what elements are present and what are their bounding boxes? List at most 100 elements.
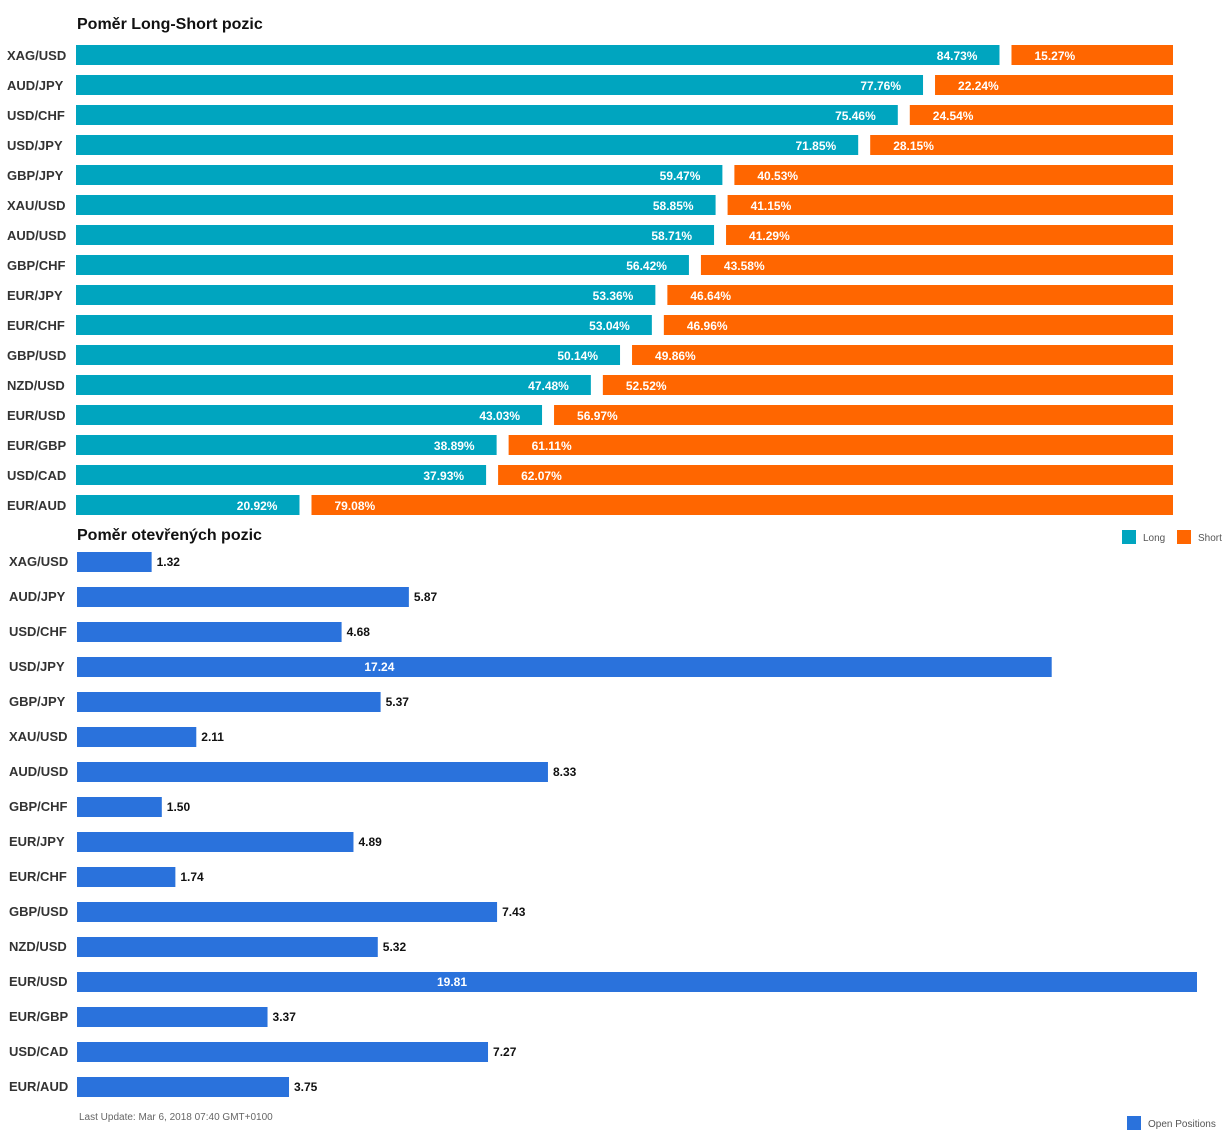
short-value-label: 79.08% [334, 499, 375, 513]
ls-category-label: USD/CHF [7, 108, 65, 123]
legend-long-swatch [1122, 530, 1136, 544]
open-value-label: 8.33 [553, 765, 577, 779]
legend-open-swatch [1127, 1116, 1141, 1130]
ls-category-label: USD/JPY [7, 138, 63, 153]
short-bar [909, 105, 1173, 125]
open-value-label: 7.27 [493, 1045, 517, 1059]
long-value-label: 77.76% [860, 79, 901, 93]
long-value-label: 56.42% [626, 259, 667, 273]
open-positions-bar [77, 587, 409, 607]
op-category-label: USD/CHF [9, 624, 67, 639]
long-value-label: 37.93% [423, 469, 464, 483]
ls-category-label: EUR/JPY [7, 288, 63, 303]
last-update-text: Last Update: Mar 6, 2018 07:40 GMT+0100 [79, 1112, 273, 1123]
long-bar [76, 135, 859, 155]
open-positions-bar [77, 832, 354, 852]
short-value-label: 22.24% [958, 79, 999, 93]
chart2-title: Poměr otevřených pozic [77, 527, 262, 544]
long-value-label: 53.04% [589, 319, 630, 333]
short-bar [734, 165, 1173, 185]
open-positions-bar [77, 937, 378, 957]
long-bar [76, 195, 716, 215]
open-positions-bar [77, 727, 197, 747]
open-value-label: 1.50 [167, 800, 191, 814]
open-positions-bar [77, 972, 1197, 992]
open-positions-bar [77, 1042, 489, 1062]
short-bar [726, 225, 1173, 245]
short-value-label: 15.27% [1034, 49, 1075, 63]
long-bar [76, 105, 898, 125]
ls-category-label: EUR/AUD [7, 498, 66, 513]
op-category-label: NZD/USD [9, 939, 67, 954]
open-positions-bar [77, 657, 1052, 677]
open-value-label: 5.87 [414, 590, 438, 604]
long-bar [76, 345, 621, 365]
op-category-label: XAG/USD [9, 554, 68, 569]
open-value-label: 1.32 [157, 555, 181, 569]
open-positions-bar [77, 622, 342, 642]
short-value-label: 24.54% [933, 109, 974, 123]
short-bar [727, 195, 1173, 215]
open-value-label: 4.89 [358, 835, 382, 849]
ls-category-label: USD/CAD [7, 468, 66, 483]
long-value-label: 58.85% [653, 199, 694, 213]
open-value-label: 1.74 [180, 870, 204, 884]
long-value-label: 59.47% [660, 169, 701, 183]
ls-category-label: GBP/USD [7, 348, 66, 363]
op-category-label: GBP/JPY [9, 694, 66, 709]
open-positions-bar [77, 692, 381, 712]
op-category-label: GBP/CHF [9, 799, 68, 814]
open-value-label: 2.11 [201, 730, 224, 744]
long-bar [76, 465, 487, 485]
long-value-label: 38.89% [434, 439, 475, 453]
short-bar [663, 315, 1173, 335]
open-value-label: 5.32 [383, 940, 407, 954]
open-positions-bar [77, 762, 548, 782]
op-category-label: AUD/USD [9, 764, 68, 779]
long-bar [76, 165, 723, 185]
op-category-label: EUR/JPY [9, 834, 65, 849]
op-category-label: EUR/AUD [9, 1079, 68, 1094]
legend-long-label: Long [1143, 533, 1165, 544]
op-category-label: EUR/GBP [9, 1009, 69, 1024]
long-short-chart: XAG/USD 84.73% 15.27% AUD/JPY 77.76% 22.24% US… [7, 45, 1173, 515]
short-value-label: 41.29% [749, 229, 790, 243]
op-category-label: AUD/JPY [9, 589, 66, 604]
ls-category-label: NZD/USD [7, 378, 65, 393]
op-category-label: USD/CAD [9, 1044, 68, 1059]
long-bar [76, 225, 715, 245]
op-category-label: USD/JPY [9, 659, 65, 674]
short-value-label: 49.86% [655, 349, 696, 363]
long-bar [76, 405, 543, 425]
short-bar [667, 285, 1173, 305]
long-value-label: 75.46% [835, 109, 876, 123]
long-bar [76, 495, 300, 515]
open-value-label: 3.37 [273, 1010, 297, 1024]
short-value-label: 61.11% [532, 439, 572, 453]
short-bar [554, 405, 1173, 425]
ls-category-label: XAG/USD [7, 48, 66, 63]
open-value-label: 4.68 [347, 625, 371, 639]
open-positions-bar [77, 552, 152, 572]
long-value-label: 71.85% [795, 139, 836, 153]
open-positions-bar [77, 902, 498, 922]
short-bar [1011, 45, 1173, 65]
short-value-label: 46.96% [687, 319, 728, 333]
ls-category-label: GBP/JPY [7, 168, 64, 183]
op-category-label: XAU/USD [9, 729, 68, 744]
long-bar [76, 255, 689, 275]
short-value-label: 43.58% [724, 259, 765, 273]
open-positions-bar [77, 1007, 268, 1027]
long-value-label: 58.71% [651, 229, 692, 243]
chart2-legend: Open Positions [1127, 1116, 1216, 1130]
short-bar [870, 135, 1173, 155]
legend-short-swatch [1177, 530, 1191, 544]
short-bar [508, 435, 1173, 455]
short-value-label: 52.52% [626, 379, 667, 393]
chart1-legend: Long Short [1122, 530, 1222, 544]
long-value-label: 47.48% [528, 379, 569, 393]
ls-category-label: AUD/USD [7, 228, 66, 243]
open-positions-bar [77, 797, 162, 817]
ls-category-label: GBP/CHF [7, 258, 66, 273]
